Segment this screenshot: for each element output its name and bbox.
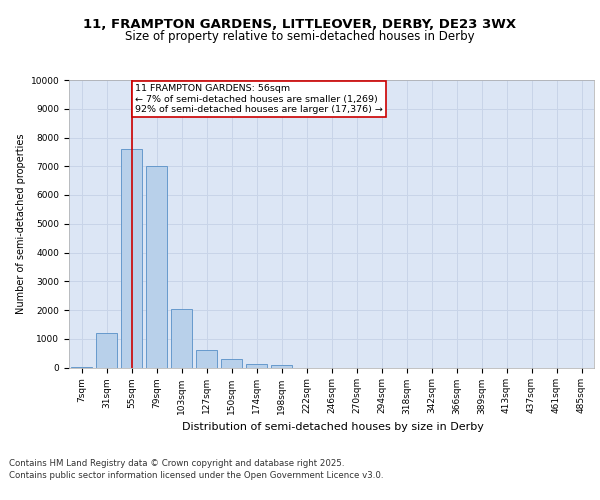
Text: Contains public sector information licensed under the Open Government Licence v3: Contains public sector information licen…: [9, 470, 383, 480]
Bar: [246, 364, 267, 368]
Bar: [121, 149, 142, 368]
Bar: [271, 365, 292, 368]
Text: Distribution of semi-detached houses by size in Derby: Distribution of semi-detached houses by …: [182, 422, 484, 432]
Bar: [96, 333, 117, 368]
Y-axis label: Number of semi-detached properties: Number of semi-detached properties: [16, 134, 26, 314]
Bar: [171, 308, 192, 368]
Bar: [196, 350, 217, 368]
Bar: [71, 366, 92, 368]
Bar: [146, 166, 167, 368]
Bar: [221, 359, 242, 368]
Text: Contains HM Land Registry data © Crown copyright and database right 2025.: Contains HM Land Registry data © Crown c…: [9, 460, 344, 468]
Text: Size of property relative to semi-detached houses in Derby: Size of property relative to semi-detach…: [125, 30, 475, 43]
Text: 11, FRAMPTON GARDENS, LITTLEOVER, DERBY, DE23 3WX: 11, FRAMPTON GARDENS, LITTLEOVER, DERBY,…: [83, 18, 517, 30]
Text: 11 FRAMPTON GARDENS: 56sqm
← 7% of semi-detached houses are smaller (1,269)
92% : 11 FRAMPTON GARDENS: 56sqm ← 7% of semi-…: [135, 84, 383, 114]
